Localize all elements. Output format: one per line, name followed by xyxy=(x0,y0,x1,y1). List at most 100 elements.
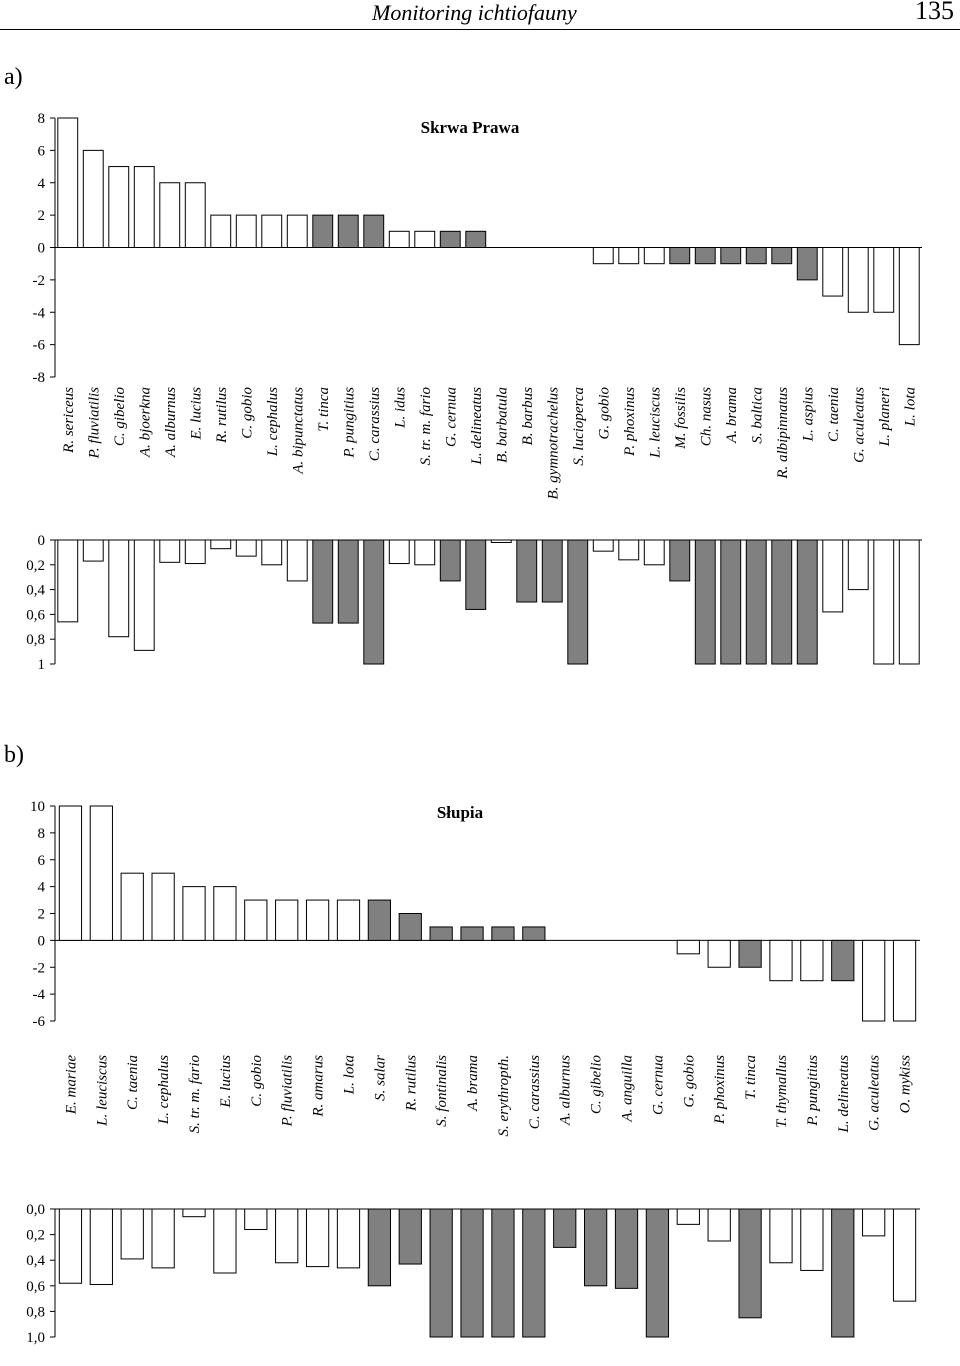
bar xyxy=(414,230,436,248)
lower-bar xyxy=(286,539,308,582)
bar xyxy=(707,939,731,968)
category-label: G. cernua xyxy=(650,1055,666,1115)
lower-bar xyxy=(337,539,359,624)
lower-bar xyxy=(182,1208,206,1218)
category-label: B. gymnotrachelus xyxy=(545,387,561,500)
category-label: S. baltica xyxy=(749,387,765,444)
bar xyxy=(82,149,104,248)
lower-y-tick-label: 0,2 xyxy=(26,558,45,574)
category-label: P. fluviatilis xyxy=(86,387,102,460)
chart-slupia: Słupia 10 8 6 4 2 0 -2 -4 -6 E. mariae L. leuciscus… xyxy=(26,799,920,1346)
lower-bar xyxy=(567,539,589,665)
lower-bar xyxy=(892,1208,917,1302)
category-label: C. gibelio xyxy=(112,387,128,447)
lower-bar xyxy=(592,539,614,552)
lower-y-tick-label: 0,6 xyxy=(26,607,45,623)
lower-bar xyxy=(210,539,232,550)
bar xyxy=(182,886,206,941)
bar xyxy=(769,939,793,982)
bar xyxy=(745,247,767,265)
lower-bar xyxy=(541,539,563,603)
y-tick-label: 6 xyxy=(38,143,46,159)
y-tick-label: -2 xyxy=(33,273,46,289)
bar xyxy=(398,913,422,941)
category-label: T. tinca xyxy=(743,1055,759,1100)
bar xyxy=(210,214,232,248)
lower-bar xyxy=(720,539,742,665)
lower-bar xyxy=(460,1208,484,1338)
category-label: L. lota xyxy=(341,1055,357,1095)
bar xyxy=(120,872,144,941)
lower-bar xyxy=(831,1208,855,1338)
category-label: L. lota xyxy=(902,387,918,427)
lower-bar xyxy=(439,539,461,582)
lower-y-tick-label: 0,2 xyxy=(26,1228,45,1244)
bar xyxy=(363,214,385,248)
category-label: R. amarus xyxy=(311,1055,327,1118)
lower-bar xyxy=(490,539,512,543)
category-label: O. mykiss xyxy=(898,1055,914,1113)
lower-bar xyxy=(522,1208,546,1338)
header-rule xyxy=(0,29,960,30)
bar xyxy=(261,214,283,248)
y-tick-label: 4 xyxy=(38,176,46,192)
category-label: G. aculeatus xyxy=(867,1055,883,1131)
lower-bar xyxy=(643,539,665,566)
bar xyxy=(643,247,665,265)
y-tick-label: 2 xyxy=(38,907,46,923)
bar xyxy=(847,247,869,313)
lower-bar xyxy=(120,1208,144,1260)
bar xyxy=(460,926,484,941)
lower-bar xyxy=(398,1208,422,1265)
lower-bar xyxy=(873,539,895,665)
bar xyxy=(184,182,206,248)
category-label: E. lucius xyxy=(218,1055,234,1109)
lower-y-tick-label: 0,6 xyxy=(26,1279,45,1295)
category-label: P. phoxinus xyxy=(622,387,638,457)
lower-bar xyxy=(745,539,767,665)
category-label: R. rutilus xyxy=(214,387,230,444)
bar xyxy=(491,926,515,941)
category-label: T. tinca xyxy=(316,387,332,432)
bar xyxy=(336,899,361,941)
category-label: A. alburnus xyxy=(558,1055,574,1126)
y-tick-label: -2 xyxy=(33,960,46,976)
lower-bar xyxy=(898,539,920,665)
category-label: C. gobio xyxy=(249,1055,265,1107)
category-label: G. gobio xyxy=(681,1055,697,1108)
lower-y-tick-label: 0,8 xyxy=(26,1304,45,1320)
bar xyxy=(796,247,818,281)
category-label: G. cernua xyxy=(443,387,459,447)
category-label: C. gobio xyxy=(239,387,255,439)
bar xyxy=(151,872,175,941)
lower-bar xyxy=(305,1208,330,1268)
lower-bar xyxy=(465,539,487,610)
category-label: R. sericeus xyxy=(61,387,77,454)
category-label: A. bipunctatus xyxy=(290,387,306,475)
bar xyxy=(235,214,257,248)
lower-bar xyxy=(676,1208,700,1225)
panel-label-a: a) xyxy=(4,64,23,90)
bar xyxy=(862,939,886,1022)
bar xyxy=(133,166,155,248)
bar xyxy=(738,939,762,968)
lower-bar xyxy=(614,1208,639,1289)
lower-bar xyxy=(235,539,257,557)
lower-bar xyxy=(108,539,130,638)
category-label: L. planeri xyxy=(877,387,893,447)
lower-bar xyxy=(414,539,436,566)
bar xyxy=(213,886,237,941)
lower-bar xyxy=(58,1208,83,1284)
category-label: S. salar xyxy=(372,1055,388,1101)
category-label: L. leuciscus xyxy=(94,1055,110,1127)
lower-bar xyxy=(822,539,844,613)
y-tick-label: 0 xyxy=(38,241,46,257)
lower-bar xyxy=(213,1208,237,1274)
chart-title: Słupia xyxy=(437,803,484,822)
category-label: B. barbatula xyxy=(494,387,510,463)
y-tick-label: 10 xyxy=(30,799,45,815)
bar xyxy=(898,247,920,346)
lower-y-tick-label: 0 xyxy=(38,533,46,549)
bar xyxy=(439,230,461,248)
page-number: 135 xyxy=(915,0,954,25)
